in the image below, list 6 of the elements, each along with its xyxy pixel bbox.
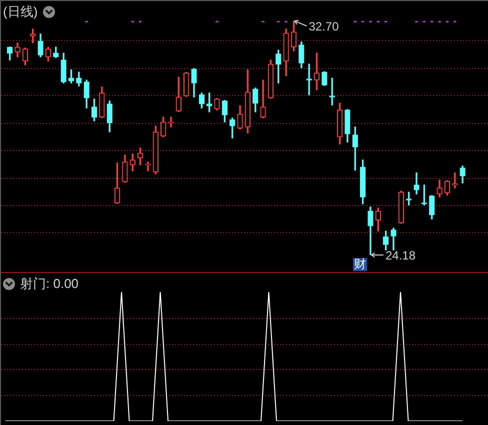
text: 财 xyxy=(353,257,367,271)
candlestick xyxy=(414,172,420,194)
annotation: 32.70 xyxy=(308,19,340,34)
chart-title: (日线) xyxy=(3,4,38,19)
chart-title: 射门: 0.00 xyxy=(20,276,79,291)
annotation: 24.18 xyxy=(385,248,416,262)
